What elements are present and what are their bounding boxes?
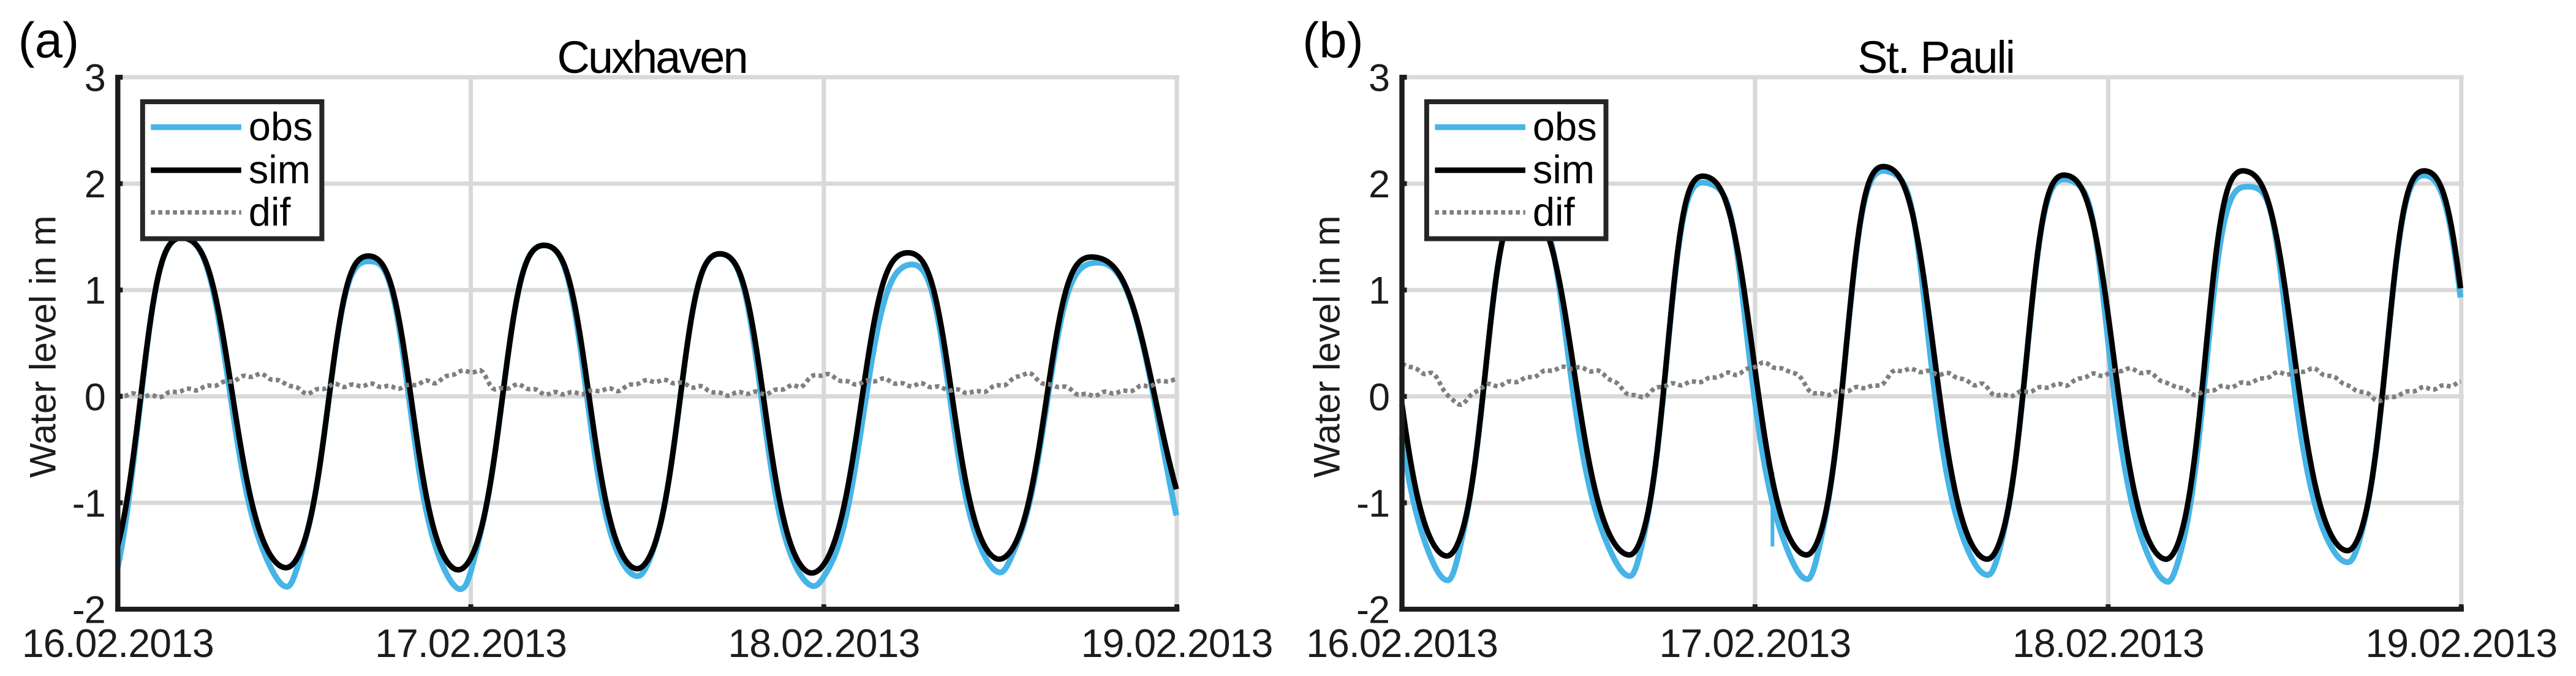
svg-text:0: 0 <box>1369 376 1389 419</box>
svg-text:(a): (a) <box>18 13 80 69</box>
svg-text:18.02.2013: 18.02.2013 <box>2012 621 2204 666</box>
svg-text:-2: -2 <box>72 589 105 632</box>
svg-text:1: 1 <box>1369 270 1389 313</box>
svg-text:18.02.2013: 18.02.2013 <box>728 621 920 666</box>
svg-text:17.02.2013: 17.02.2013 <box>1659 621 1851 666</box>
svg-text:16.02.2013: 16.02.2013 <box>22 621 214 666</box>
svg-text:dif: dif <box>1533 189 1576 234</box>
svg-text:Water level in m: Water level in m <box>1307 216 1348 478</box>
svg-text:obs: obs <box>1533 104 1597 149</box>
svg-text:St. Pauli: St. Pauli <box>1857 32 2014 83</box>
svg-text:3: 3 <box>1369 57 1389 100</box>
svg-text:Water level in m: Water level in m <box>23 216 64 478</box>
svg-text:sim: sim <box>249 147 311 192</box>
svg-text:19.02.2013: 19.02.2013 <box>2365 621 2557 666</box>
svg-text:19.02.2013: 19.02.2013 <box>1081 621 1273 666</box>
svg-text:0: 0 <box>85 376 105 419</box>
svg-text:-1: -1 <box>72 482 105 525</box>
svg-text:2: 2 <box>1369 163 1389 206</box>
svg-text:16.02.2013: 16.02.2013 <box>1306 621 1498 666</box>
svg-text:17.02.2013: 17.02.2013 <box>375 621 567 666</box>
svg-text:-1: -1 <box>1356 482 1389 525</box>
svg-text:Cuxhaven: Cuxhaven <box>557 32 746 83</box>
svg-text:2: 2 <box>85 163 105 206</box>
svg-text:dif: dif <box>249 189 292 234</box>
svg-text:(b): (b) <box>1302 13 1364 69</box>
svg-text:sim: sim <box>1533 147 1595 192</box>
svg-text:1: 1 <box>85 270 105 313</box>
svg-text:3: 3 <box>85 57 105 100</box>
svg-text:-2: -2 <box>1356 589 1389 632</box>
svg-text:obs: obs <box>249 104 313 149</box>
